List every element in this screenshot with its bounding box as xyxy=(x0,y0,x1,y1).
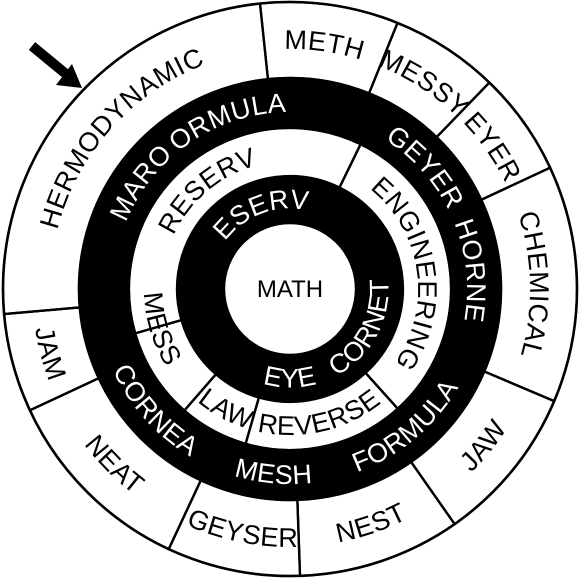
ring-1-divider-1 xyxy=(178,268,226,279)
ring-3-divider-5 xyxy=(319,446,332,497)
ring-4-divider-6 xyxy=(410,461,456,525)
ring-4-divider-5 xyxy=(483,370,555,403)
ring-3-divider-2 xyxy=(381,115,413,158)
ring-4-divider-2 xyxy=(367,22,399,94)
ring-4-divider-9 xyxy=(29,377,100,412)
center-word: MATH xyxy=(257,276,323,303)
ring-3-divider-3 xyxy=(431,188,477,215)
ring-3-divider-4 xyxy=(438,348,487,370)
ring-1-label-3: EYE xyxy=(261,360,318,393)
ring-2-divider-3 xyxy=(364,372,399,410)
ring-1-divider-2 xyxy=(328,198,359,238)
center-circle xyxy=(222,221,358,357)
arrow-pointer-icon xyxy=(28,42,82,88)
ring-3-divider-7 xyxy=(85,329,135,345)
ring-3-divider-1 xyxy=(85,233,135,249)
ring-4-divider-8 xyxy=(167,479,202,550)
ring-2-divider-2 xyxy=(338,143,362,188)
ring-2-divider-4 xyxy=(244,397,261,445)
ring-4-divider-4 xyxy=(480,166,551,201)
ring-4-divider-3 xyxy=(435,81,491,139)
ring-4-divider-10 xyxy=(3,306,80,316)
ring-2-divider-5 xyxy=(183,373,217,412)
ring-3-segment-7[interactable] xyxy=(77,233,136,345)
ring-3-divider-6 xyxy=(213,438,234,487)
ring-4-divider-7 xyxy=(296,499,302,576)
ring-4-divider-1 xyxy=(258,3,270,80)
ring-1-divider-3 xyxy=(250,350,269,396)
inner-ring-edge xyxy=(77,76,503,502)
ring-2-divider-1 xyxy=(134,318,182,335)
